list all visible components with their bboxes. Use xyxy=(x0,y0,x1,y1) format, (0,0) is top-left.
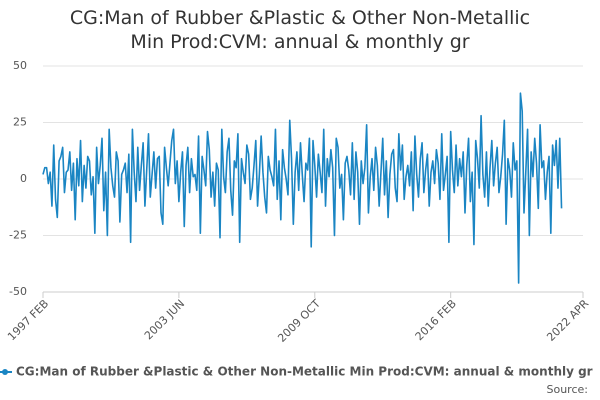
x-tick-label: 2009 OCT xyxy=(275,297,323,345)
y-tick-label: 0 xyxy=(20,172,27,185)
y-tick-label: -50 xyxy=(9,285,27,298)
data-line xyxy=(42,92,563,284)
legend-marker xyxy=(2,369,8,375)
x-tick-label: 2003 JUN xyxy=(142,297,187,342)
x-tick-label: 1997 FEB xyxy=(5,297,51,343)
y-tick-label: -25 xyxy=(9,229,27,242)
chart-title: CG:Man of Rubber &Plastic & Other Non-Me… xyxy=(69,7,531,53)
y-tick-label: 25 xyxy=(13,116,27,129)
y-tick-label: 50 xyxy=(13,59,27,72)
legend-label: CG:Man of Rubber &Plastic & Other Non-Me… xyxy=(16,365,593,379)
x-tick-label: 2016 FEB xyxy=(413,297,459,343)
x-tick-label: 2022 APR xyxy=(544,297,591,344)
source: Source: xyxy=(547,383,589,396)
